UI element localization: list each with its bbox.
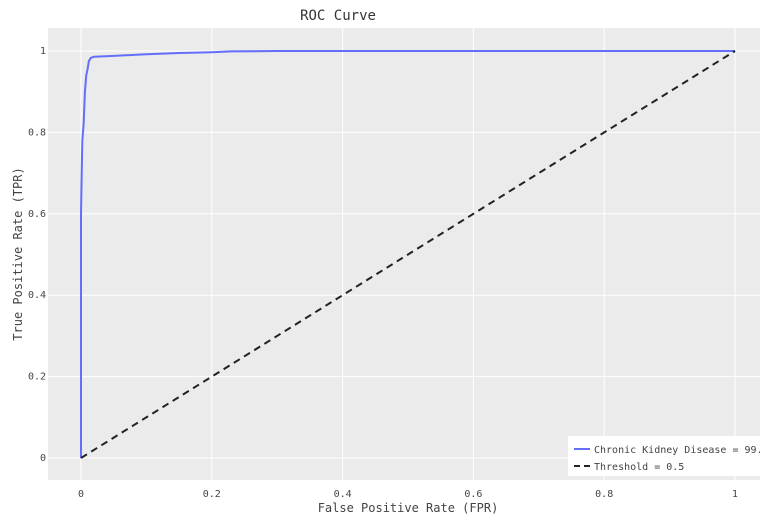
- x-tick-label: 0.6: [464, 489, 482, 500]
- legend-box: [568, 436, 760, 476]
- x-tick-label: 1: [732, 489, 738, 500]
- legend-label-roc: Chronic Kidney Disease = 99.589: [594, 445, 760, 456]
- y-axis-label: True Positive Rate (TPR): [11, 167, 25, 340]
- y-tick-label: 0.4: [28, 290, 46, 301]
- chart-title: ROC Curve: [300, 8, 376, 24]
- y-tick-label: 0.2: [28, 372, 46, 383]
- y-tick-label: 0.8: [28, 127, 46, 138]
- x-tick-label: 0.4: [334, 489, 352, 500]
- y-tick-label: 0.6: [28, 209, 46, 220]
- y-tick-label: 1: [40, 46, 46, 57]
- x-tick-label: 0.2: [203, 489, 221, 500]
- legend: Chronic Kidney Disease = 99.589 Threshol…: [568, 436, 760, 476]
- threshold-line: [80, 50, 736, 459]
- tick-labels: 0 0.2 0.4 0.6 0.8 1 0 0.2 0.4 0.6 0.8 1: [28, 46, 738, 500]
- x-tick-label: 0: [78, 489, 84, 500]
- x-tick-label: 0.8: [595, 489, 613, 500]
- legend-label-threshold: Threshold = 0.5: [594, 462, 684, 473]
- roc-curve-line: [80, 50, 735, 458]
- x-axis-label: False Positive Rate (FPR): [318, 501, 499, 515]
- series-layer: [80, 50, 736, 459]
- grid-lines: [48, 28, 760, 480]
- y-tick-label: 0: [40, 453, 46, 464]
